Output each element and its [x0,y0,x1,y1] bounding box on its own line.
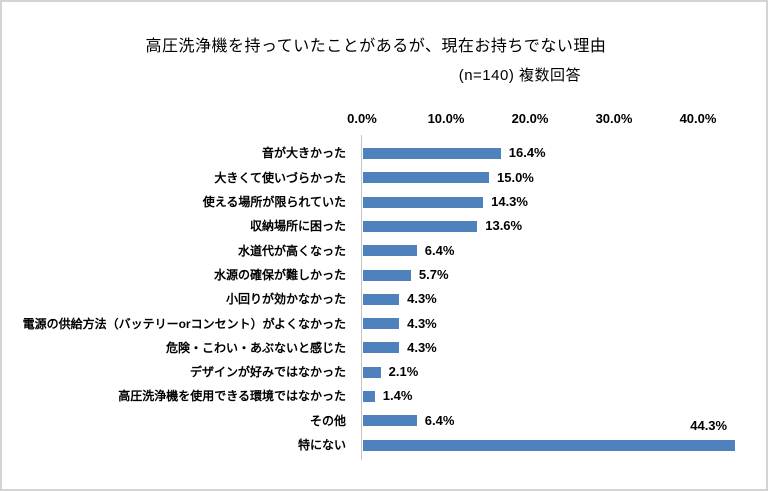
category-label: 高圧洗浄機を使用できる環境ではなかった [118,389,346,404]
category-label: 水源の確保が難しかった [213,267,346,282]
bar [363,269,411,281]
bar [363,391,375,403]
chart-subtitle: (n=140) 複数回答 [458,67,581,84]
bar [363,196,484,208]
bar [363,415,417,427]
category-axis-line [361,135,362,460]
bar [363,318,400,330]
category-label: デザインが好みではなかった [189,365,346,380]
x-axis-tick-label: 40.0% [679,111,717,126]
value-label: 2.1% [388,364,419,380]
category-label: 危険・こわい・あぶないと感じた [165,340,346,355]
bar [363,172,489,184]
value-label: 15.0% [497,169,534,185]
value-label: 5.7% [418,266,449,282]
x-axis-tick-label: 30.0% [595,111,633,126]
category-label: 大きくて使いづらかった [214,170,346,185]
category-label: 使える場所が限られていた [202,195,346,209]
bar [363,245,417,257]
value-label: 6.4% [424,242,455,258]
value-label: 13.6% [485,218,523,234]
category-label: 特にない [297,438,346,452]
bar [363,342,400,354]
bar [363,439,736,451]
category-label: その他 [309,413,346,428]
chart-title: 高圧洗浄機を持っていたことがあるが、現在お持ちでない理由 [145,38,607,55]
bar [363,366,381,378]
category-label: 水道代が高くなった [237,243,346,258]
category-label: 電源の供給方法（バッテリーorコンセント）がよくなかった [22,316,346,331]
bar [363,220,478,232]
value-label: 44.3% [690,418,728,433]
value-label: 1.4% [382,388,413,404]
value-label: 16.4% [508,145,546,161]
x-axis-tick-label: 10.0% [427,111,465,126]
bar [363,148,501,160]
bar [363,293,400,305]
x-axis-tick-label: 20.0% [511,111,549,126]
value-label: 4.3% [407,291,437,307]
value-label: 6.4% [424,412,455,428]
category-label: 小回りが効かなかった [225,292,346,307]
x-axis-tick-label: 0.0% [347,111,377,126]
value-label: 4.3% [407,315,437,331]
value-label: 14.3% [491,194,528,209]
category-label: 収納場所に困った [249,219,346,234]
value-label: 4.3% [407,339,437,355]
category-label: 音が大きかった [261,146,346,161]
